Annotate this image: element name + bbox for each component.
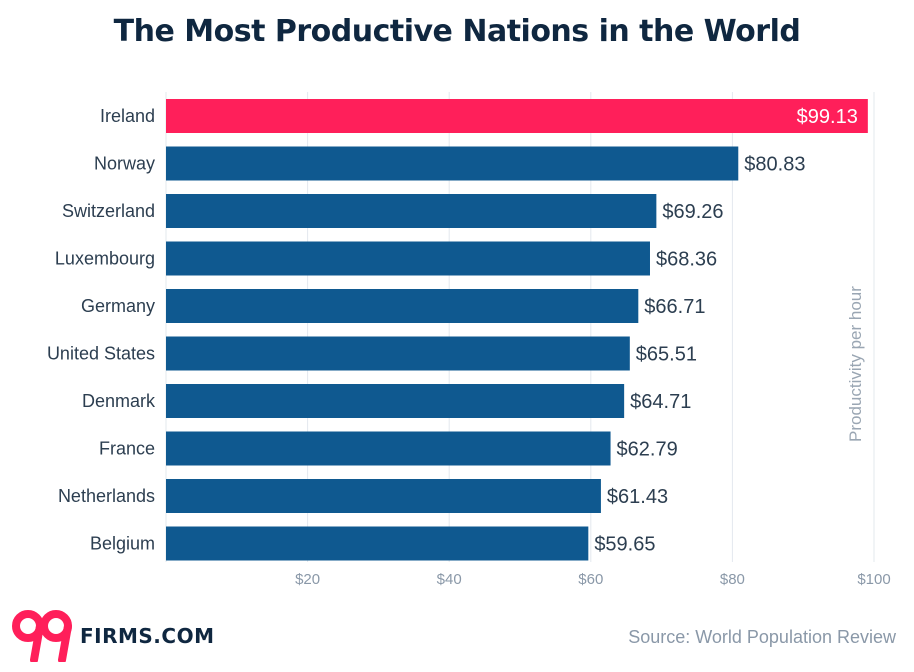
category-label: Luxembourg (55, 249, 155, 269)
bar (166, 289, 639, 323)
category-label: Norway (94, 154, 155, 174)
source-note: Source: World Population Review (628, 627, 896, 647)
category-label: Netherlands (58, 486, 155, 506)
x-tick-label: $40 (437, 571, 462, 588)
bar (166, 241, 650, 276)
bar (166, 431, 611, 466)
category-label: France (99, 439, 155, 459)
category-label: Germany (81, 296, 155, 316)
bar (166, 384, 625, 418)
logo-99-icon (12, 610, 72, 662)
category-label: Belgium (90, 534, 155, 554)
x-tick-label: $100 (857, 571, 890, 588)
bars (166, 99, 868, 561)
logo-text: FIRMS.COM (80, 624, 215, 648)
bar (166, 99, 868, 133)
y-axis-label: Productivity per hour (846, 286, 865, 442)
x-tick-label: $80 (720, 571, 745, 588)
x-tick-label: $20 (295, 571, 320, 588)
bar (166, 336, 630, 371)
bar (166, 479, 601, 513)
value-label: $62.79 (617, 439, 678, 461)
bar (166, 194, 657, 228)
value-label: $65.51 (636, 344, 697, 366)
value-label: $66.71 (644, 296, 705, 318)
category-label: Ireland (100, 106, 155, 126)
bar (166, 526, 589, 561)
x-tick-labels: $20 $40 $60 $80 $100 (295, 571, 891, 588)
value-label: $59.65 (594, 534, 655, 556)
value-labels: $99.13 $80.83 $69.26 $68.36 $66.71 $65.51 $64.… (594, 106, 858, 556)
value-label: $80.83 (744, 154, 805, 176)
value-label: $69.26 (662, 201, 723, 223)
category-label: Switzerland (62, 201, 155, 221)
bar (166, 146, 739, 181)
chart-title: The Most Productive Nations in the World (113, 14, 801, 49)
category-labels: Ireland Norway Switzerland Luxembourg German… (47, 106, 156, 554)
value-label: $99.13 (797, 106, 858, 128)
value-label: $61.43 (607, 486, 668, 508)
value-label: $68.36 (656, 249, 717, 271)
logo: FIRMS.COM (12, 610, 215, 662)
value-label: $64.71 (630, 391, 691, 413)
bar-chart: Ireland Norway Switzerland Luxembourg German… (47, 92, 891, 588)
category-label: Denmark (82, 391, 156, 411)
category-label: United States (47, 344, 155, 364)
x-tick-label: $60 (578, 571, 603, 588)
